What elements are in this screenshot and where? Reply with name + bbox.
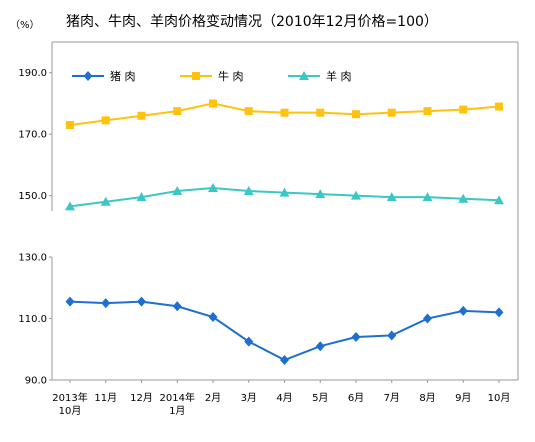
data-point [243, 186, 254, 196]
data-point [83, 71, 93, 81]
data-point [100, 196, 111, 206]
legend-label: 猪 肉 [110, 70, 136, 83]
x-tick-label: 2014年 [160, 391, 195, 404]
data-point [423, 313, 432, 324]
legend-item: 猪 肉 [72, 70, 136, 83]
x-tick-label: 10月 [59, 405, 82, 417]
series-2 [65, 182, 504, 211]
x-tick-label: 2月 [205, 392, 221, 404]
data-point [387, 108, 396, 117]
x-tick-label: 3月 [241, 392, 257, 404]
data-point [172, 186, 183, 196]
data-point [458, 193, 469, 203]
y-tick-label: 90.0 [25, 376, 47, 387]
data-point [65, 201, 75, 211]
data-point [209, 99, 217, 108]
data-point [136, 192, 147, 202]
y-tick-label: 110.0 [18, 314, 47, 325]
y-unit-label: （%） [10, 19, 40, 31]
data-point [494, 307, 504, 318]
data-point [279, 187, 290, 197]
data-point [352, 110, 360, 119]
data-point [351, 331, 361, 342]
x-tick-label: 4月 [276, 392, 292, 404]
legend-label: 羊 肉 [326, 69, 352, 83]
data-point [208, 182, 218, 192]
x-tick-label: 5月 [312, 392, 328, 404]
data-point [244, 336, 254, 347]
data-point [458, 305, 468, 316]
data-point [422, 192, 433, 202]
data-point [459, 105, 468, 114]
data-point [173, 107, 182, 116]
data-point [315, 341, 325, 352]
data-point [280, 355, 289, 366]
data-point [192, 72, 200, 80]
y-tick-label: 130.0 [18, 253, 47, 264]
data-point [244, 107, 253, 116]
data-point [299, 71, 309, 80]
y-tick-label: 150.0 [18, 191, 47, 202]
data-point [315, 189, 326, 199]
data-point [423, 107, 432, 116]
x-tick-label: 9月 [455, 392, 471, 404]
x-tick-label: 11月 [94, 392, 117, 404]
legend-item: 羊 肉 [288, 69, 352, 83]
y-tick-label: 190.0 [18, 68, 47, 79]
chart-title: 猪肉、牛肉、羊肉价格变动情况（2010年12月价格=100） [66, 14, 438, 30]
data-point [137, 111, 146, 120]
x-tick-label: 10月 [488, 392, 511, 404]
y-tick-label: 170.0 [18, 130, 47, 141]
data-point [280, 108, 289, 117]
legend-item: 牛 肉 [180, 69, 244, 83]
data-point [65, 296, 75, 307]
x-tick-label: 8月 [419, 392, 435, 404]
data-point [386, 192, 397, 202]
data-point [316, 108, 325, 117]
data-point [495, 102, 503, 111]
series-1 [66, 99, 503, 129]
data-point [351, 190, 361, 200]
series-line [69, 300, 500, 362]
x-tick-label: 12月 [130, 392, 153, 404]
x-tick-label: 1月 [169, 405, 185, 417]
x-tick-label: 6月 [348, 392, 364, 404]
legend-label: 牛 肉 [218, 69, 244, 83]
data-point [208, 312, 218, 323]
data-point [137, 296, 146, 307]
data-point [172, 301, 182, 312]
data-point [494, 195, 504, 205]
x-tick-label: 7月 [384, 392, 400, 404]
data-point [101, 298, 111, 309]
x-tick-label: 2013年 [52, 391, 87, 404]
data-point [387, 330, 397, 341]
data-point [66, 120, 74, 129]
series-0 [65, 296, 504, 366]
data-point [101, 116, 110, 125]
